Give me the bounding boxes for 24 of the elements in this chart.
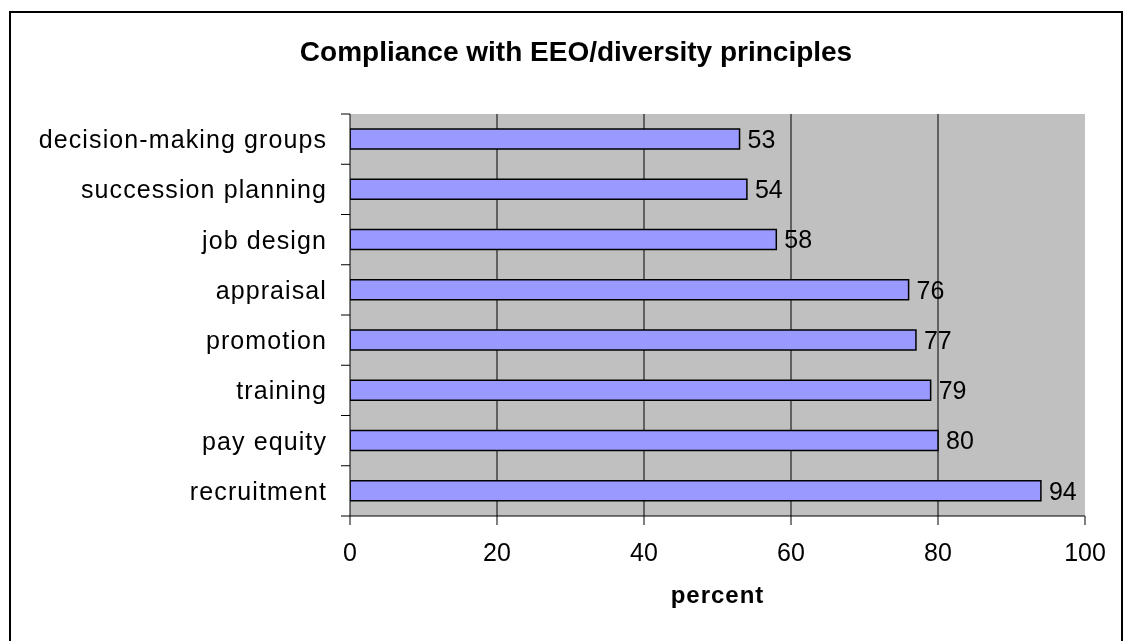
data-label: 80	[946, 426, 974, 455]
data-label: 94	[1048, 476, 1077, 505]
y-tick-label: promotion	[205, 326, 327, 355]
x-tick-label: 80	[924, 537, 952, 566]
data-label: 76	[916, 275, 945, 304]
x-tick-label: 100	[1064, 537, 1106, 566]
y-tick-label: pay equity	[202, 426, 327, 455]
data-label: 54	[754, 175, 783, 204]
y-tick-label: succession planning	[80, 175, 327, 204]
x-tick-label: 60	[777, 537, 805, 566]
x-tick-label: 40	[630, 537, 658, 566]
chart-title: Compliance with EEO/diversity principles	[299, 35, 853, 69]
x-tick-label: 0	[343, 537, 357, 566]
y-tick-label: job design	[201, 225, 327, 254]
y-tick-label: appraisal	[215, 275, 327, 304]
data-label: 58	[784, 225, 813, 254]
data-label: 53	[747, 124, 776, 153]
y-tick-label: decision-making groups	[38, 125, 327, 154]
data-label: 77	[923, 325, 952, 354]
y-tick-label: recruitment	[189, 476, 327, 505]
x-tick-label: 20	[483, 537, 511, 566]
data-label: 79	[938, 376, 967, 405]
y-tick-label: training	[236, 376, 327, 405]
x-axis-title: percent	[670, 581, 765, 609]
